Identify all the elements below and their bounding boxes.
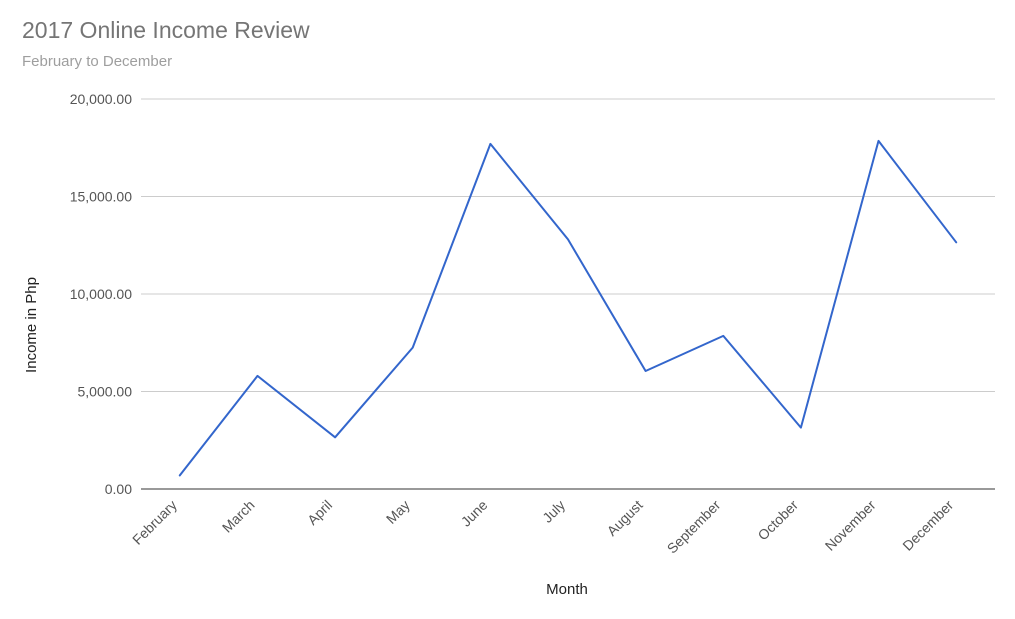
chart-subtitle: February to December [22,53,173,70]
y-tick-label: 0.00 [105,481,132,497]
gridlines [141,98,995,490]
x-tick-label: September [664,497,724,557]
x-axis-ticks: February March April May June July August Septe… [129,497,957,557]
x-tick-label: April [304,497,335,528]
data-point [177,472,183,478]
y-tick-label: 20,000.00 [70,91,132,107]
series-layer [177,138,959,478]
y-axis-ticks: 0.00 5,000.00 10,000.00 15,000.00 20,000.00 [70,91,133,497]
x-tick-label: August [604,497,646,539]
data-point [876,138,882,144]
data-point [410,345,416,351]
x-tick-label: May [383,497,413,527]
x-tick-label: March [219,497,258,536]
y-tick-label: 15,000.00 [70,189,132,205]
y-axis-title: Income in Php [23,277,40,373]
data-point [643,368,649,374]
data-point [487,141,493,147]
x-axis-title: Month [546,581,588,598]
data-point [953,239,959,245]
y-tick-label: 5,000.00 [78,384,133,400]
x-tick-label: November [822,497,879,554]
x-tick-label: June [458,497,491,530]
data-point [720,333,726,339]
series-line [178,139,958,477]
x-tick-label: December [899,497,956,554]
data-point [798,425,804,431]
x-tick-label: October [754,497,801,544]
x-tick-label: February [129,497,180,548]
data-point [254,373,260,379]
data-point [565,236,571,242]
data-point [332,434,338,440]
y-tick-label: 10,000.00 [70,286,132,302]
chart-title: 2017 Online Income Review [22,17,310,43]
x-tick-label: July [539,497,568,526]
